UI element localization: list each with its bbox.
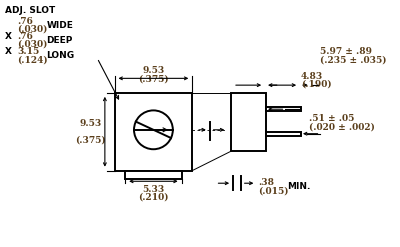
Bar <box>266 107 301 111</box>
Text: 5.97 ± .89: 5.97 ± .89 <box>320 47 372 56</box>
Bar <box>231 93 266 151</box>
Text: (.235 ± .035): (.235 ± .035) <box>320 55 387 64</box>
Text: 3.15: 3.15 <box>18 47 40 56</box>
Bar <box>114 93 192 171</box>
Text: .76: .76 <box>18 32 33 41</box>
Text: 9.53: 9.53 <box>142 66 164 75</box>
Text: .38: .38 <box>258 178 274 187</box>
Text: WIDE: WIDE <box>47 21 74 30</box>
Text: (.030): (.030) <box>18 40 48 48</box>
Text: (.030): (.030) <box>18 25 48 34</box>
Bar <box>125 171 182 179</box>
Text: (.210): (.210) <box>138 193 169 202</box>
Text: .51 ± .05: .51 ± .05 <box>309 114 354 123</box>
Text: DEEP: DEEP <box>47 36 73 45</box>
Text: 4.83: 4.83 <box>301 72 323 81</box>
Text: MIN.: MIN. <box>288 182 311 191</box>
Text: (.124): (.124) <box>18 55 48 64</box>
Bar <box>266 132 301 136</box>
Text: (.375): (.375) <box>75 136 106 145</box>
Text: (.020 ± .002): (.020 ± .002) <box>309 122 375 131</box>
Text: (.375): (.375) <box>138 74 169 83</box>
Text: (.190): (.190) <box>301 79 332 88</box>
Text: 5.33: 5.33 <box>142 185 164 194</box>
Text: LONG: LONG <box>47 51 75 60</box>
Text: X: X <box>5 47 12 56</box>
Text: ADJ. SLOT: ADJ. SLOT <box>5 6 55 16</box>
Text: X: X <box>5 32 12 41</box>
Text: 9.53: 9.53 <box>79 119 102 128</box>
Text: (.015): (.015) <box>258 186 289 195</box>
Text: .76: .76 <box>18 17 33 26</box>
